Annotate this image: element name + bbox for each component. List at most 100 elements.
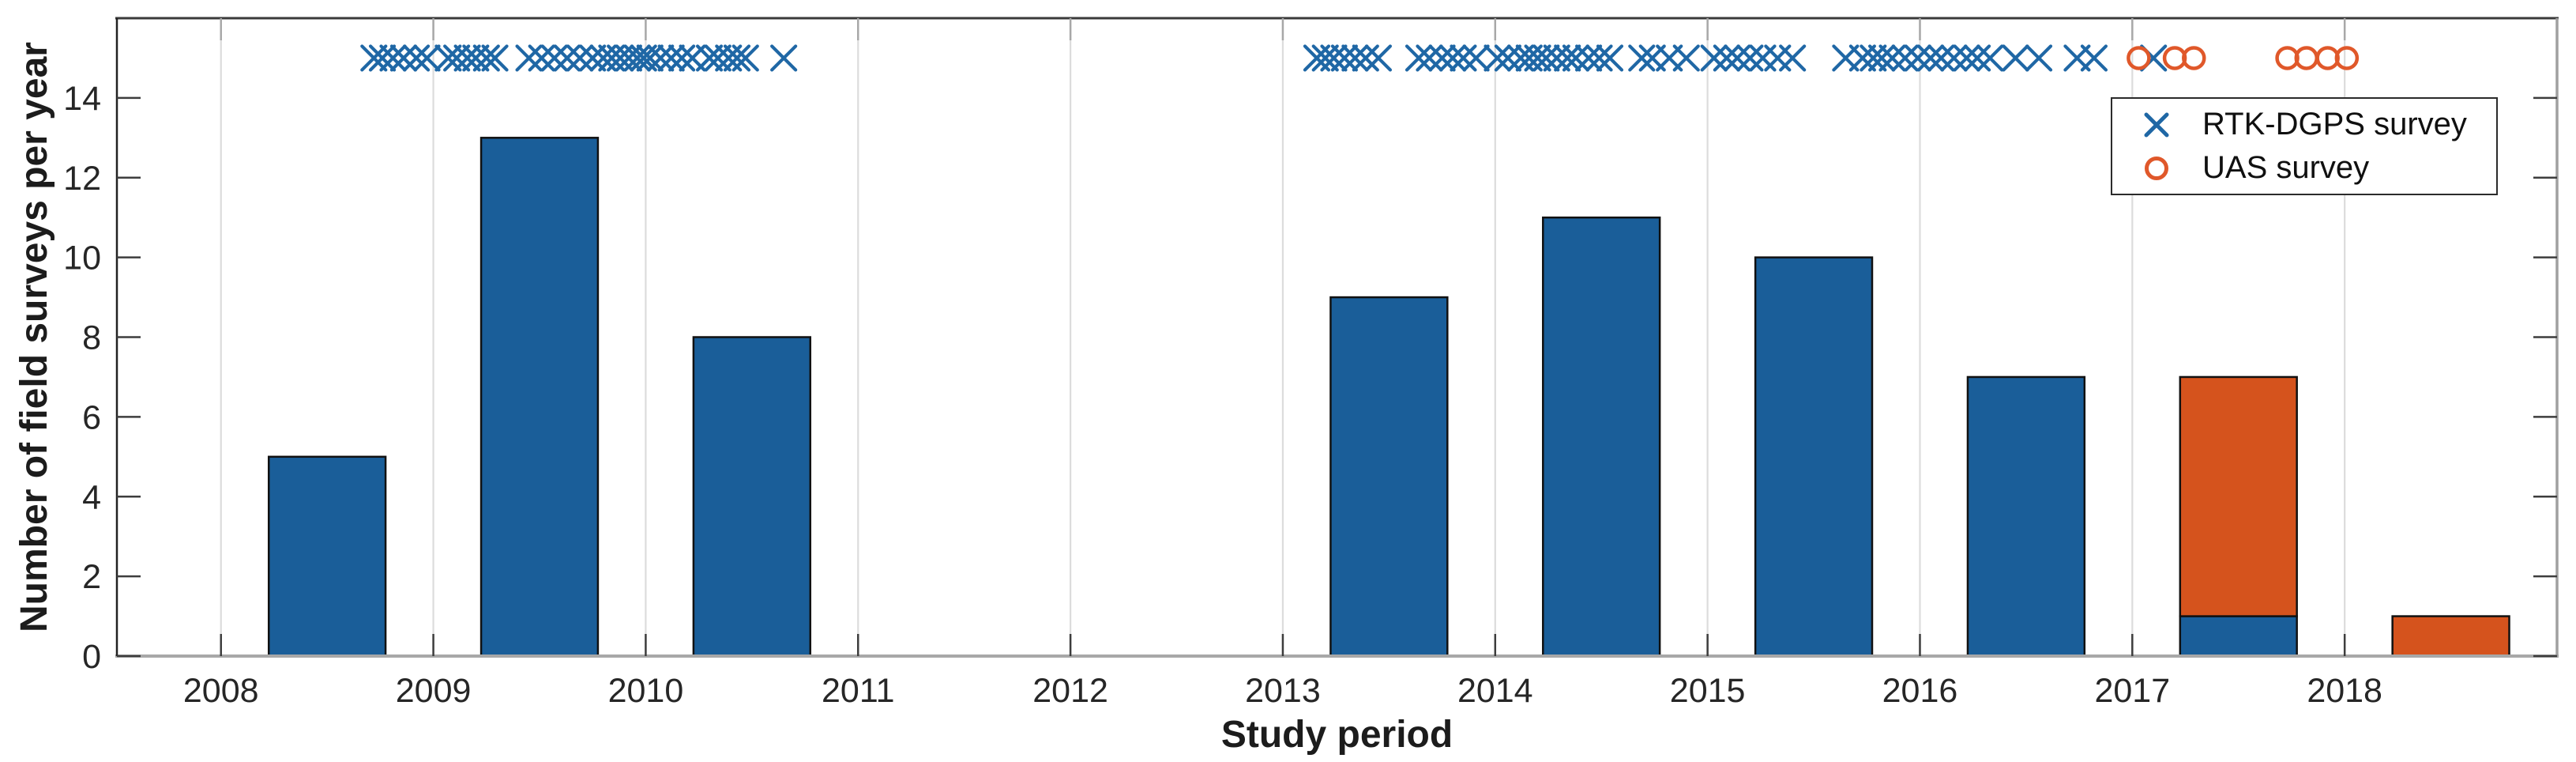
- bar-rtk-2010: [692, 336, 812, 658]
- circle-marker-icon: [2145, 156, 2168, 180]
- bar-rtk-2014: [1542, 216, 1661, 658]
- rtk-survey-marker: [1860, 44, 1887, 72]
- legend-item-uas: UAS survey: [2139, 150, 2496, 186]
- x-tick-label: 2012: [1032, 672, 1108, 710]
- rtk-survey-marker: [553, 44, 581, 72]
- rtk-survey-marker: [389, 44, 418, 72]
- rtk-survey-marker: [1364, 44, 1393, 72]
- legend-item-rtk-dgps: RTK-DGPS survey: [2139, 107, 2496, 142]
- x-tick-label: 2008: [183, 672, 259, 710]
- rtk-survey-marker: [1428, 44, 1456, 72]
- rtk-survey-marker: [443, 44, 471, 72]
- rtk-survey-marker: [1330, 44, 1359, 72]
- rtk-survey-marker: [1724, 44, 1751, 72]
- rtk-survey-marker: [1543, 44, 1570, 72]
- bar-rtk-2013: [1329, 296, 1449, 658]
- rtk-survey-marker: [453, 44, 481, 72]
- y-tick-label: 12: [63, 160, 101, 198]
- uas-survey-marker: [2127, 46, 2151, 70]
- legend: RTK-DGPS survey UAS survey: [2111, 97, 2498, 195]
- rtk-survey-marker: [657, 44, 685, 72]
- y-tick-label: 4: [82, 478, 101, 516]
- rtk-survey-marker: [1779, 44, 1807, 72]
- bar-rtk-2015: [1754, 256, 1874, 658]
- rtk-survey-marker: [1524, 44, 1551, 72]
- rtk-survey-marker: [1562, 44, 1590, 72]
- rtk-survey-marker: [731, 44, 759, 72]
- rtk-survey-marker: [481, 44, 509, 72]
- rtk-survey-marker: [1416, 44, 1443, 72]
- rtk-survey-marker: [379, 44, 407, 72]
- rtk-survey-marker: [1438, 44, 1467, 72]
- legend-label-uas: UAS survey: [2202, 150, 2370, 185]
- x-tick-label: 2016: [1882, 672, 1958, 710]
- y-tick-label: 2: [82, 558, 101, 596]
- legend-label-rtk-dgps: RTK-DGPS survey: [2202, 107, 2467, 141]
- rtk-survey-marker: [1940, 44, 1968, 72]
- rtk-survey-marker: [1462, 44, 1490, 72]
- x-tick-label: 2014: [1457, 672, 1533, 710]
- rtk-survey-marker: [1484, 44, 1511, 72]
- y-tick-label: 8: [82, 319, 101, 357]
- x-tick-label: 2010: [608, 672, 684, 710]
- rtk-survey-marker: [1713, 44, 1740, 72]
- rtk-survey-marker: [1891, 44, 1919, 72]
- rtk-survey-marker: [1904, 44, 1931, 72]
- rtk-survey-marker: [1311, 44, 1339, 72]
- bar-rtk-2008: [267, 455, 387, 658]
- x-tick-label: 2018: [2307, 672, 2382, 710]
- bar-rtk-2009: [479, 137, 600, 658]
- uas-survey-marker: [2334, 46, 2360, 70]
- rtk-survey-marker: [528, 44, 555, 72]
- bar-uas-2018: [2391, 615, 2510, 658]
- x-tick-label: 2015: [1670, 672, 1746, 710]
- rtk-survey-marker: [1976, 44, 2004, 72]
- rtk-survey-marker: [1628, 44, 1656, 72]
- rtk-survey-marker: [566, 44, 594, 72]
- rtk-survey-marker: [402, 44, 431, 72]
- x-marker-icon: [2144, 112, 2169, 137]
- rtk-survey-marker: [623, 44, 651, 72]
- y-tick-label: 14: [63, 80, 101, 118]
- rtk-survey-marker: [1848, 44, 1876, 72]
- rtk-survey-marker: [579, 44, 607, 72]
- rtk-survey-marker: [1532, 44, 1560, 72]
- rtk-survey-marker: [1867, 44, 1896, 72]
- rtk-survey-marker: [1352, 44, 1379, 72]
- rtk-survey-marker: [1341, 44, 1369, 72]
- bar-uas-2017: [2179, 375, 2298, 617]
- rtk-survey-marker: [515, 44, 543, 72]
- bar-rtk-2016: [1966, 375, 2086, 658]
- rtk-survey-marker: [1953, 44, 1980, 72]
- rtk-survey-marker: [1916, 44, 1945, 72]
- rtk-survey-marker: [360, 44, 388, 72]
- x-tick-label: 2013: [1245, 672, 1321, 710]
- rtk-survey-marker: [1554, 44, 1581, 72]
- rtk-survey-marker: [636, 44, 664, 72]
- rtk-survey-marker: [668, 44, 696, 72]
- rtk-survey-marker: [1878, 44, 1906, 72]
- rtk-survey-marker: [434, 44, 462, 72]
- y-tick-label: 6: [82, 398, 101, 436]
- rtk-survey-marker: [2002, 44, 2029, 72]
- rtk-survey-marker: [540, 44, 568, 72]
- rtk-survey-marker: [770, 44, 798, 72]
- rtk-survey-marker: [413, 44, 441, 72]
- rtk-survey-marker: [1672, 44, 1700, 72]
- rtk-survey-marker: [695, 44, 724, 72]
- x-tick-label: 2017: [2094, 672, 2170, 710]
- rtk-survey-marker: [1963, 44, 1991, 72]
- rtk-survey-marker: [1700, 44, 1728, 72]
- rtk-survey-marker: [704, 44, 731, 72]
- rtk-survey-marker: [1405, 44, 1433, 72]
- rtk-survey-marker: [1585, 44, 1613, 72]
- y-tick-label: 10: [63, 240, 101, 277]
- rtk-survey-marker: [368, 44, 397, 72]
- x-tick-label: 2009: [396, 672, 472, 710]
- rtk-survey-marker: [472, 44, 500, 72]
- rtk-survey-marker: [2080, 44, 2108, 72]
- rtk-survey-marker: [647, 44, 675, 72]
- uas-survey-marker: [2182, 46, 2206, 70]
